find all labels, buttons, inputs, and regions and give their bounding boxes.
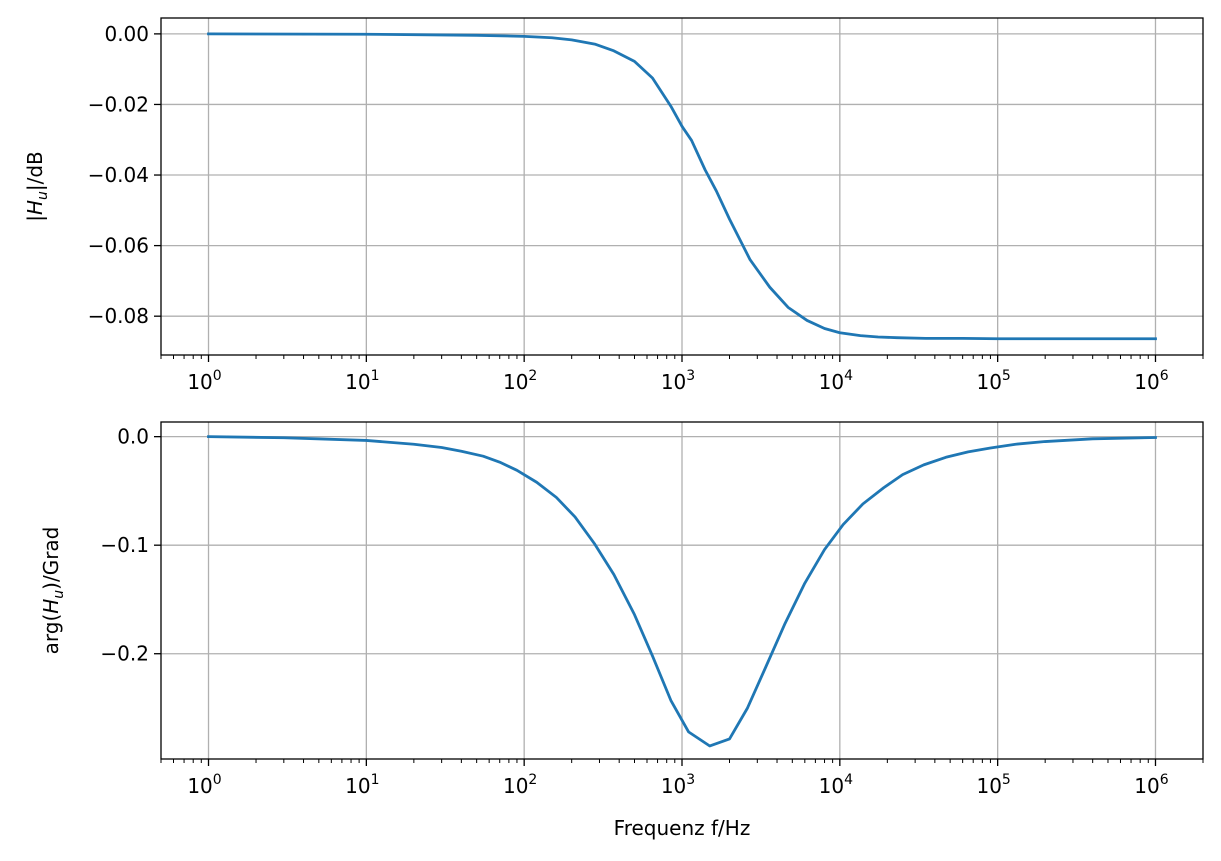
- series-line: [207, 435, 1157, 748]
- x-tick-label: 104: [819, 772, 853, 798]
- y-tick-label: −0.1: [100, 533, 149, 557]
- y-tick-label: 0.0: [117, 425, 149, 449]
- y-axis-label: arg(Hu)/Grad: [39, 527, 67, 655]
- x-tick-label: 106: [1134, 772, 1168, 798]
- axes-frame: [160, 421, 1204, 760]
- x-tick-label: 102: [503, 772, 537, 798]
- y-tick-label: −0.2: [100, 642, 149, 666]
- x-tick-label: 104: [819, 368, 853, 394]
- x-tick-label: 101: [345, 772, 379, 798]
- x-tick-label: 101: [345, 368, 379, 394]
- x-tick-label: 103: [661, 772, 695, 798]
- y-axis-label: |Hu|/dB: [23, 151, 51, 222]
- x-tick-label: 105: [976, 368, 1010, 394]
- axes-frame: [160, 17, 1204, 356]
- y-tick-label: −0.02: [88, 92, 149, 116]
- x-tick-label: 105: [976, 772, 1010, 798]
- y-tick-label: −0.06: [88, 234, 149, 258]
- x-axis-label: Frequenz f/Hz: [614, 816, 751, 840]
- x-tick-label: 102: [503, 368, 537, 394]
- y-tick-label: −0.04: [88, 163, 149, 187]
- series-line: [207, 32, 1157, 341]
- x-tick-label: 100: [187, 368, 221, 394]
- magnitude-plot: 100 101 102 103 104 105 106 0.00 −0.02 −0.04 −0.06…: [23, 17, 1204, 394]
- phase-plot: 100 101 102 103 104 105 106 0.0 −0.1 −0.2 arg(Hu)/…: [39, 421, 1204, 840]
- x-tick-label: 103: [661, 368, 695, 394]
- x-tick-label: 106: [1134, 368, 1168, 394]
- y-tick-label: −0.08: [88, 304, 149, 328]
- x-tick-label: 100: [187, 772, 221, 798]
- y-tick-label: 0.00: [104, 22, 149, 46]
